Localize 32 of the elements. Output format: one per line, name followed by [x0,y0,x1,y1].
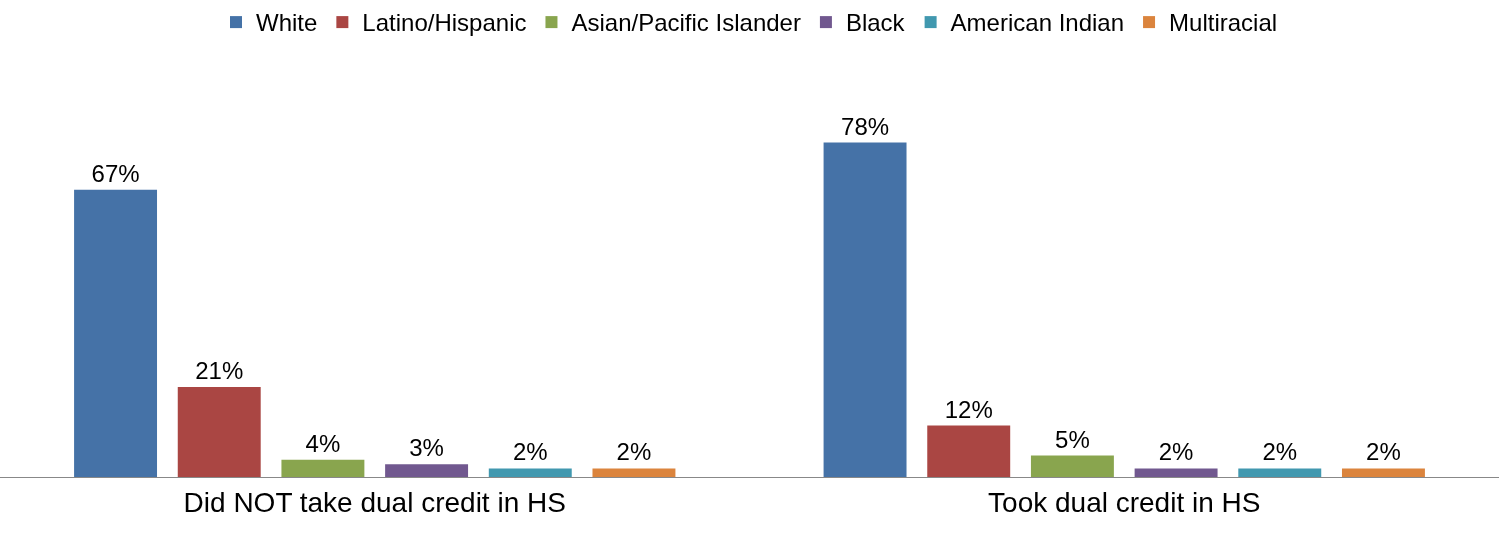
bar [177,386,261,477]
bar [1030,455,1114,477]
data-label: 78% [841,112,890,140]
legend-label: Asian/Pacific Islander [571,9,801,37]
data-label: 2% [1158,438,1194,466]
legend-label: Latino/Hispanic [362,9,527,37]
data-label: 2% [512,438,548,466]
bar [1238,468,1322,477]
data-label: 21% [195,356,244,384]
bar [927,425,1011,477]
data-label: 67% [91,159,140,187]
legend-label: White [256,9,318,37]
data-label: 3% [409,434,444,462]
bar [1134,468,1218,477]
data-label: 2% [1262,438,1298,466]
data-label: 12% [944,395,993,423]
data-label: 5% [1055,425,1090,453]
bar [592,468,676,477]
legend-label: Multiracial [1169,9,1278,37]
x-tick-label: Did NOT take dual credit in HS [183,486,566,518]
bar [488,468,572,477]
bar [281,459,365,477]
data-label: 4% [305,429,341,457]
bar [823,142,907,477]
bar [74,189,158,477]
x-tick-label: Took dual credit in HS [988,486,1261,518]
legend-label: Black [845,9,906,37]
bar [1341,468,1425,477]
data-label: 2% [1366,438,1401,466]
bar [385,464,469,477]
legend-label: American Indian [950,9,1125,37]
data-label: 2% [616,438,652,466]
